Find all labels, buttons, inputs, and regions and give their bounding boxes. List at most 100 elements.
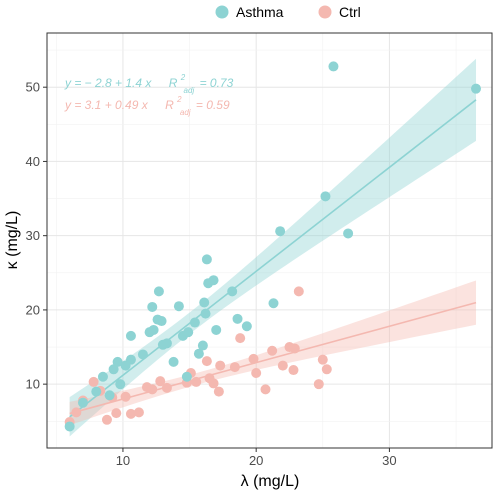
plot-panel-border — [46, 32, 493, 449]
fit-line-asthma — [69, 99, 477, 418]
point-asthma — [201, 254, 212, 265]
equation-asthma: y = − 2.8 + 1.4 x R 2 adj = 0.73 — [64, 69, 234, 96]
equation-ctrl-r: R — [165, 98, 174, 112]
legend-label-ctrl: Ctrl — [339, 4, 361, 20]
point-asthma — [137, 349, 148, 360]
point-asthma — [199, 297, 210, 308]
point-asthma — [328, 61, 339, 72]
equation-ctrl-r-sub: adj — [180, 108, 191, 117]
point-ctrl — [201, 356, 212, 367]
point-asthma — [275, 226, 286, 237]
x-tick-label: 10 — [116, 453, 130, 468]
point-ctrl — [125, 408, 136, 419]
point-ctrl — [133, 407, 144, 418]
point-ctrl — [251, 368, 262, 379]
point-asthma — [112, 356, 123, 367]
point-asthma — [147, 301, 158, 312]
point-asthma — [268, 298, 279, 309]
point-asthma — [108, 364, 119, 375]
equation-ctrl-lhs: y = 3.1 + 0.49 x — [64, 98, 149, 112]
point-asthma — [148, 324, 159, 335]
point-ctrl — [321, 364, 332, 375]
equation-asthma-r-sup: 2 — [180, 73, 186, 82]
y-tick-label: 40 — [26, 154, 40, 169]
point-asthma — [183, 327, 194, 338]
point-ctrl — [71, 407, 82, 418]
point-asthma — [208, 275, 219, 286]
point-ctrl — [101, 414, 112, 425]
point-ctrl — [191, 376, 202, 387]
point-asthma — [211, 324, 222, 335]
point-asthma — [125, 354, 136, 365]
point-ctrl — [317, 354, 328, 365]
legend: Asthma Ctrl — [215, 4, 361, 20]
equation-ctrl-r-sup: 2 — [176, 95, 182, 104]
point-ctrl — [288, 365, 299, 376]
x-tick-label: 30 — [382, 453, 396, 468]
point-ctrl — [120, 391, 131, 402]
point-asthma — [91, 386, 102, 397]
point-ctrl — [289, 343, 300, 354]
equation-asthma-r: R — [169, 76, 178, 90]
point-asthma — [181, 371, 192, 382]
equation-ctrl: y = 3.1 + 0.49 x R 2 adj = 0.59 — [64, 91, 230, 118]
point-ctrl — [147, 384, 158, 395]
point-asthma — [125, 330, 136, 341]
fit-lines — [69, 99, 477, 418]
fit-line-ctrl — [69, 301, 477, 415]
point-asthma — [343, 228, 354, 239]
point-asthma — [241, 321, 252, 332]
x-tick-label: 20 — [249, 453, 263, 468]
point-asthma — [77, 397, 88, 408]
y-tick-label: 20 — [26, 302, 40, 317]
point-asthma — [471, 83, 482, 94]
point-ctrl — [235, 333, 246, 344]
point-asthma — [193, 348, 204, 359]
y-tick-label: 10 — [26, 377, 40, 392]
point-asthma — [153, 286, 164, 297]
y-tick-label: 50 — [26, 80, 40, 95]
data-points — [64, 61, 482, 432]
point-ctrl — [248, 353, 259, 364]
plot-panel-frame — [46, 32, 493, 449]
point-ctrl — [267, 345, 278, 356]
point-asthma — [232, 313, 243, 324]
axis-ticks: 10 20 30 10 20 30 40 50 — [26, 80, 397, 468]
point-asthma — [200, 308, 211, 319]
legend-key-ctrl — [318, 5, 332, 19]
point-ctrl — [88, 376, 99, 387]
equation-asthma-r-sub: adj — [184, 86, 195, 95]
point-asthma — [320, 191, 331, 202]
legend-key-asthma — [215, 5, 229, 19]
point-asthma — [189, 317, 200, 328]
point-asthma — [115, 379, 126, 390]
point-ctrl — [277, 360, 288, 371]
point-asthma — [104, 390, 115, 401]
point-ctrl — [111, 408, 122, 419]
point-asthma — [156, 316, 167, 327]
point-asthma — [64, 421, 75, 432]
equation-ctrl-r-value: = 0.59 — [196, 98, 230, 112]
equation-asthma-r-value: = 0.73 — [200, 76, 234, 90]
legend-label-asthma: Asthma — [236, 4, 284, 20]
point-ctrl — [155, 376, 166, 387]
y-axis-title: κ (mg/L) — [4, 211, 21, 270]
point-asthma — [168, 356, 179, 367]
point-ctrl — [260, 384, 271, 395]
point-ctrl — [229, 362, 240, 373]
point-asthma — [227, 286, 238, 297]
x-axis-title: λ (mg/L) — [241, 473, 300, 490]
point-asthma — [97, 371, 108, 382]
y-tick-label: 30 — [26, 228, 40, 243]
point-asthma — [161, 338, 172, 349]
point-ctrl — [215, 360, 226, 371]
point-ctrl — [293, 286, 304, 297]
point-ctrl — [213, 386, 224, 397]
point-asthma — [173, 301, 184, 312]
point-ctrl — [208, 378, 219, 389]
equation-asthma-lhs: y = − 2.8 + 1.4 x — [64, 76, 152, 90]
point-asthma — [197, 340, 208, 351]
point-ctrl — [161, 382, 172, 393]
point-ctrl — [313, 379, 324, 390]
